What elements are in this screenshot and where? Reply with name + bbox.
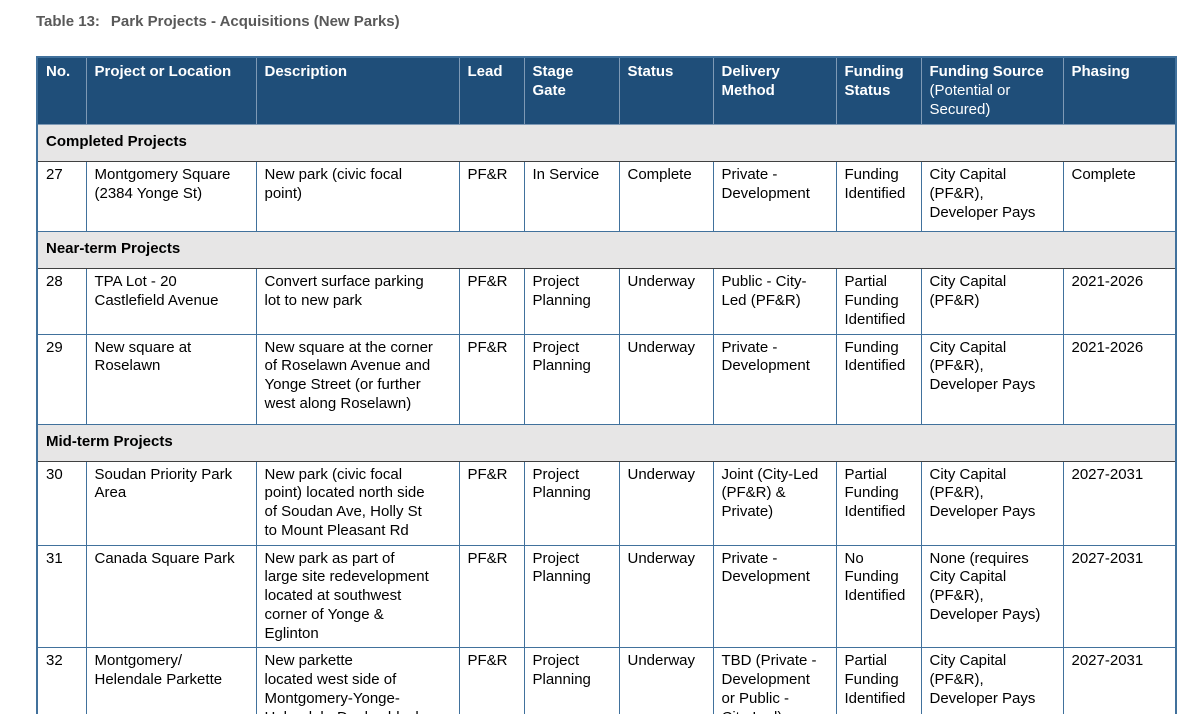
cell-funding-source: None (requires City Capital (PF&R), Deve… xyxy=(920,544,1064,649)
table-caption-label: Table 13: xyxy=(36,13,100,30)
section-header-near-term: Near-term Projects xyxy=(36,231,1177,270)
table-caption-text: Park Projects - Acquisitions (New Parks) xyxy=(110,13,400,30)
table-row: 32 Montgomery/ Helendale Parkette New pa… xyxy=(36,647,1177,714)
cell-funding-status: Funding Identified xyxy=(835,161,922,233)
column-header-lead: Lead xyxy=(458,56,525,126)
cell-description: Convert surface parking lot to new park xyxy=(255,268,460,335)
cell-stage-gate: Project Planning xyxy=(523,333,620,425)
cell-lead: PF&R xyxy=(458,544,525,649)
cell-stage-gate: Project Planning xyxy=(523,647,620,714)
cell-funding-source: City Capital (PF&R), Developer Pays xyxy=(920,333,1064,425)
column-header-description: Description xyxy=(255,56,460,126)
cell-project: Soudan Priority Park Area xyxy=(85,460,257,546)
column-header-status: Status xyxy=(618,56,714,126)
cell-project: Montgomery Square (2384 Yonge St) xyxy=(85,161,257,233)
cell-status: Underway xyxy=(618,268,714,335)
table-row: 27 Montgomery Square (2384 Yonge St) New… xyxy=(36,161,1177,233)
cell-description: New park (civic focal point) located nor… xyxy=(255,460,460,546)
cell-status: Underway xyxy=(618,460,714,546)
cell-project: Canada Square Park xyxy=(85,544,257,649)
cell-funding-status: Funding Identified xyxy=(835,333,922,425)
cell-status: Complete xyxy=(618,161,714,233)
cell-funding-status: Partial Funding Identified xyxy=(835,268,922,335)
cell-funding-source: City Capital (PF&R), Developer Pays xyxy=(920,647,1064,714)
cell-delivery-method: Private - Development xyxy=(712,333,837,425)
table-row: 30 Soudan Priority Park Area New park (c… xyxy=(36,460,1177,546)
cell-description: New parkette located west side of Montgo… xyxy=(255,647,460,714)
cell-phasing: 2021-2026 xyxy=(1062,268,1177,335)
cell-funding-source: City Capital (PF&R), Developer Pays xyxy=(920,460,1064,546)
cell-phasing: 2021-2026 xyxy=(1062,333,1177,425)
cell-lead: PF&R xyxy=(458,647,525,714)
cell-no: 29 xyxy=(36,333,87,425)
cell-no: 27 xyxy=(36,161,87,233)
cell-project: New square at Roselawn xyxy=(85,333,257,425)
table-row: 28 TPA Lot - 20 Castlefield Avenue Conve… xyxy=(36,268,1177,335)
cell-stage-gate: Project Planning xyxy=(523,268,620,335)
cell-no: 32 xyxy=(36,647,87,714)
cell-lead: PF&R xyxy=(458,333,525,425)
section-header-mid-term: Mid-term Projects xyxy=(36,423,1177,462)
cell-stage-gate: Project Planning xyxy=(523,544,620,649)
cell-funding-source: City Capital (PF&R), Developer Pays xyxy=(920,161,1064,233)
cell-funding-source: City Capital (PF&R) xyxy=(920,268,1064,335)
cell-phasing: Complete xyxy=(1062,161,1177,233)
column-header-project-or-location: Project or Location xyxy=(85,56,257,126)
column-header-funding-source-label: Funding Source xyxy=(929,63,1044,80)
cell-funding-status: Partial Funding Identified xyxy=(835,460,922,546)
column-header-no: No. xyxy=(36,56,87,126)
cell-description: New park as part of large site redevelop… xyxy=(255,544,460,649)
table-caption: Table 13: Park Projects - Acquisitions (N… xyxy=(36,13,400,30)
column-header-funding-source: Funding Source (Potential or Secured) xyxy=(920,56,1064,126)
column-header-stage-gate: Stage Gate xyxy=(523,56,620,126)
cell-project: TPA Lot - 20 Castlefield Avenue xyxy=(85,268,257,335)
cell-description: New park (civic focal point) xyxy=(255,161,460,233)
cell-lead: PF&R xyxy=(458,460,525,546)
cell-status: Underway xyxy=(618,544,714,649)
column-header-funding-status: Funding Status xyxy=(835,56,922,126)
table-row: 29 New square at Roselawn New square at … xyxy=(36,333,1177,425)
column-header-phasing: Phasing xyxy=(1062,56,1177,126)
cell-phasing: 2027-2031 xyxy=(1062,544,1177,649)
cell-status: Underway xyxy=(618,647,714,714)
cell-status: Underway xyxy=(618,333,714,425)
cell-funding-status: Partial Funding Identified xyxy=(835,647,922,714)
cell-no: 31 xyxy=(36,544,87,649)
cell-lead: PF&R xyxy=(458,268,525,335)
cell-phasing: 2027-2031 xyxy=(1062,460,1177,546)
header-row: No. Project or Location Description Lead… xyxy=(36,56,1177,126)
cell-delivery-method: Private - Development xyxy=(712,161,837,233)
column-header-funding-source-sub: (Potential or Secured) xyxy=(929,81,1011,118)
cell-project: Montgomery/ Helendale Parkette xyxy=(85,647,257,714)
cell-delivery-method: Private - Development xyxy=(712,544,837,649)
section-header-completed: Completed Projects xyxy=(36,124,1177,163)
park-projects-table: No. Project or Location Description Lead… xyxy=(36,56,1177,714)
cell-delivery-method: Joint (City-Led (PF&R) & Private) xyxy=(712,460,837,546)
table-row: 31 Canada Square Park New park as part o… xyxy=(36,544,1177,649)
cell-stage-gate: Project Planning xyxy=(523,460,620,546)
cell-no: 28 xyxy=(36,268,87,335)
section-header-label: Completed Projects xyxy=(36,124,1177,163)
cell-funding-status: No Funding Identified xyxy=(835,544,922,649)
column-header-delivery-method: Delivery Method xyxy=(712,56,837,126)
cell-description: New square at the corner of Roselawn Ave… xyxy=(255,333,460,425)
cell-stage-gate: In Service xyxy=(523,161,620,233)
cell-phasing: 2027-2031 xyxy=(1062,647,1177,714)
cell-delivery-method: Public - City-Led (PF&R) xyxy=(712,268,837,335)
cell-delivery-method: TBD (Private - Development or Public - C… xyxy=(712,647,837,714)
cell-no: 30 xyxy=(36,460,87,546)
section-header-label: Near-term Projects xyxy=(36,231,1177,270)
cell-lead: PF&R xyxy=(458,161,525,233)
section-header-label: Mid-term Projects xyxy=(36,423,1177,462)
